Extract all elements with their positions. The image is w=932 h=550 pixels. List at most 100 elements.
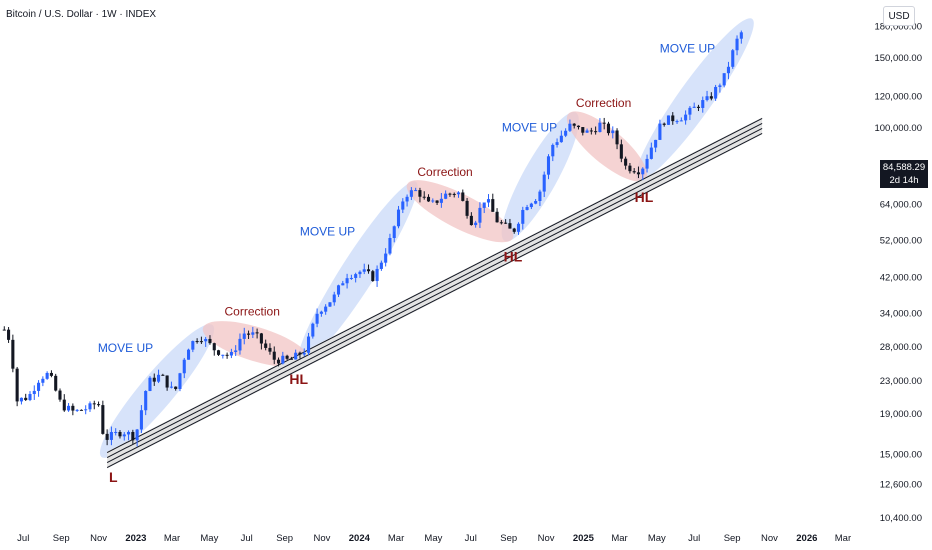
candle-down	[92, 403, 96, 405]
move-up-label: MOVE UP	[300, 225, 355, 239]
candle-down	[576, 125, 581, 128]
candle-up	[178, 373, 182, 389]
candle-down	[11, 339, 15, 369]
candle-up	[242, 333, 246, 339]
candle-up	[341, 283, 345, 286]
candle-up	[388, 238, 392, 254]
candle-down	[105, 433, 109, 440]
candle-up	[714, 86, 718, 99]
candle-down	[469, 215, 473, 226]
candle-up	[521, 209, 525, 224]
trendline	[106, 127, 763, 463]
candle-down	[174, 386, 178, 389]
candle-up	[311, 323, 315, 337]
candle-up	[28, 394, 32, 401]
candle-up	[534, 200, 538, 204]
candle-down	[199, 341, 203, 343]
candle-up	[375, 268, 379, 282]
correction-label: Correction	[417, 165, 472, 179]
candle-up	[88, 403, 92, 410]
candle-down	[255, 332, 259, 334]
candle-up	[551, 144, 555, 157]
candle-up	[474, 222, 478, 226]
price-axis[interactable]: 180,000.00 150,000.00 120,000.00 100,000.00…	[874, 22, 922, 524]
candle-up	[684, 114, 688, 121]
trendline	[106, 117, 763, 453]
candle-down	[152, 377, 156, 382]
candle-down	[366, 269, 371, 272]
candle-up	[611, 130, 615, 134]
candle-up	[315, 313, 319, 324]
candle-up	[84, 409, 88, 411]
candle-down	[499, 222, 503, 224]
candle-up	[187, 349, 191, 360]
time-axis[interactable]: Jul Sep Nov 2023 Mar May Jul Sep Nov 2024 Mar May Ju…	[17, 533, 851, 544]
time-tick-label: Sep	[276, 533, 293, 544]
swing-low-label: HL	[635, 189, 654, 205]
bar-countdown: 2d 14h	[889, 175, 919, 186]
candle-up	[675, 121, 679, 123]
candle-down	[422, 196, 426, 198]
candle-down	[289, 358, 293, 360]
candle-down	[264, 343, 268, 348]
candle-down	[602, 122, 606, 124]
candle-down	[594, 131, 598, 133]
price-tick-label: 34,000.00	[880, 309, 922, 320]
time-tick-label: Mar	[611, 533, 627, 544]
time-tick-label: 2023	[125, 533, 146, 544]
candle-up	[41, 378, 45, 383]
candle-down	[276, 359, 281, 364]
candle-down	[619, 144, 623, 159]
candle-up	[109, 432, 113, 440]
candle-down	[49, 372, 53, 376]
candle-down	[452, 193, 456, 195]
candle-up	[302, 352, 306, 355]
candle-down	[259, 333, 263, 344]
price-tick-label: 12,600.00	[880, 480, 922, 491]
candle-up	[525, 207, 529, 210]
candle-down	[15, 368, 19, 402]
candle-up	[324, 306, 328, 312]
time-tick-label: May	[200, 533, 218, 544]
candle-up	[191, 341, 195, 350]
candle-down	[54, 375, 58, 391]
candle-up	[294, 352, 298, 360]
candles-layer	[2, 30, 743, 447]
candle-down	[495, 211, 499, 223]
band-layer	[99, 18, 754, 458]
candle-up	[122, 434, 126, 437]
candle-up	[546, 156, 551, 175]
last-price-label: 84,588.29 2d 14h	[880, 160, 928, 188]
candle-up	[67, 405, 71, 411]
candle-up	[32, 390, 36, 395]
move-up-label: MOVE UP	[502, 120, 557, 134]
currency-button[interactable]: USD	[883, 6, 915, 26]
candle-down	[71, 405, 75, 411]
symbol-title: Bitcoin / U.S. Dollar · 1W · INDEX	[6, 9, 157, 20]
time-tick-label: 2025	[573, 533, 595, 544]
candle-down	[58, 390, 62, 400]
candle-down	[461, 192, 465, 201]
time-tick-label: Jul	[241, 533, 253, 544]
candle-up	[251, 332, 255, 335]
candle-up	[127, 431, 131, 435]
time-tick-label: Jul	[17, 533, 29, 544]
candle-down	[581, 127, 585, 133]
candle-up	[319, 311, 323, 314]
correction-label: Correction	[576, 96, 631, 110]
candle-down	[212, 343, 216, 351]
candle-down	[7, 329, 11, 340]
move-up-label: MOVE UP	[660, 41, 715, 55]
candle-up	[396, 209, 401, 227]
time-tick-label: Sep	[500, 533, 517, 544]
candle-down	[426, 196, 431, 202]
candle-up	[358, 271, 362, 275]
candle-down	[165, 375, 169, 388]
candle-down	[448, 193, 452, 195]
candle-down	[709, 96, 713, 99]
candle-up	[641, 168, 645, 175]
price-tick-label: 42,000.00	[880, 272, 922, 283]
candle-up	[654, 139, 658, 148]
candle-up	[439, 198, 443, 203]
